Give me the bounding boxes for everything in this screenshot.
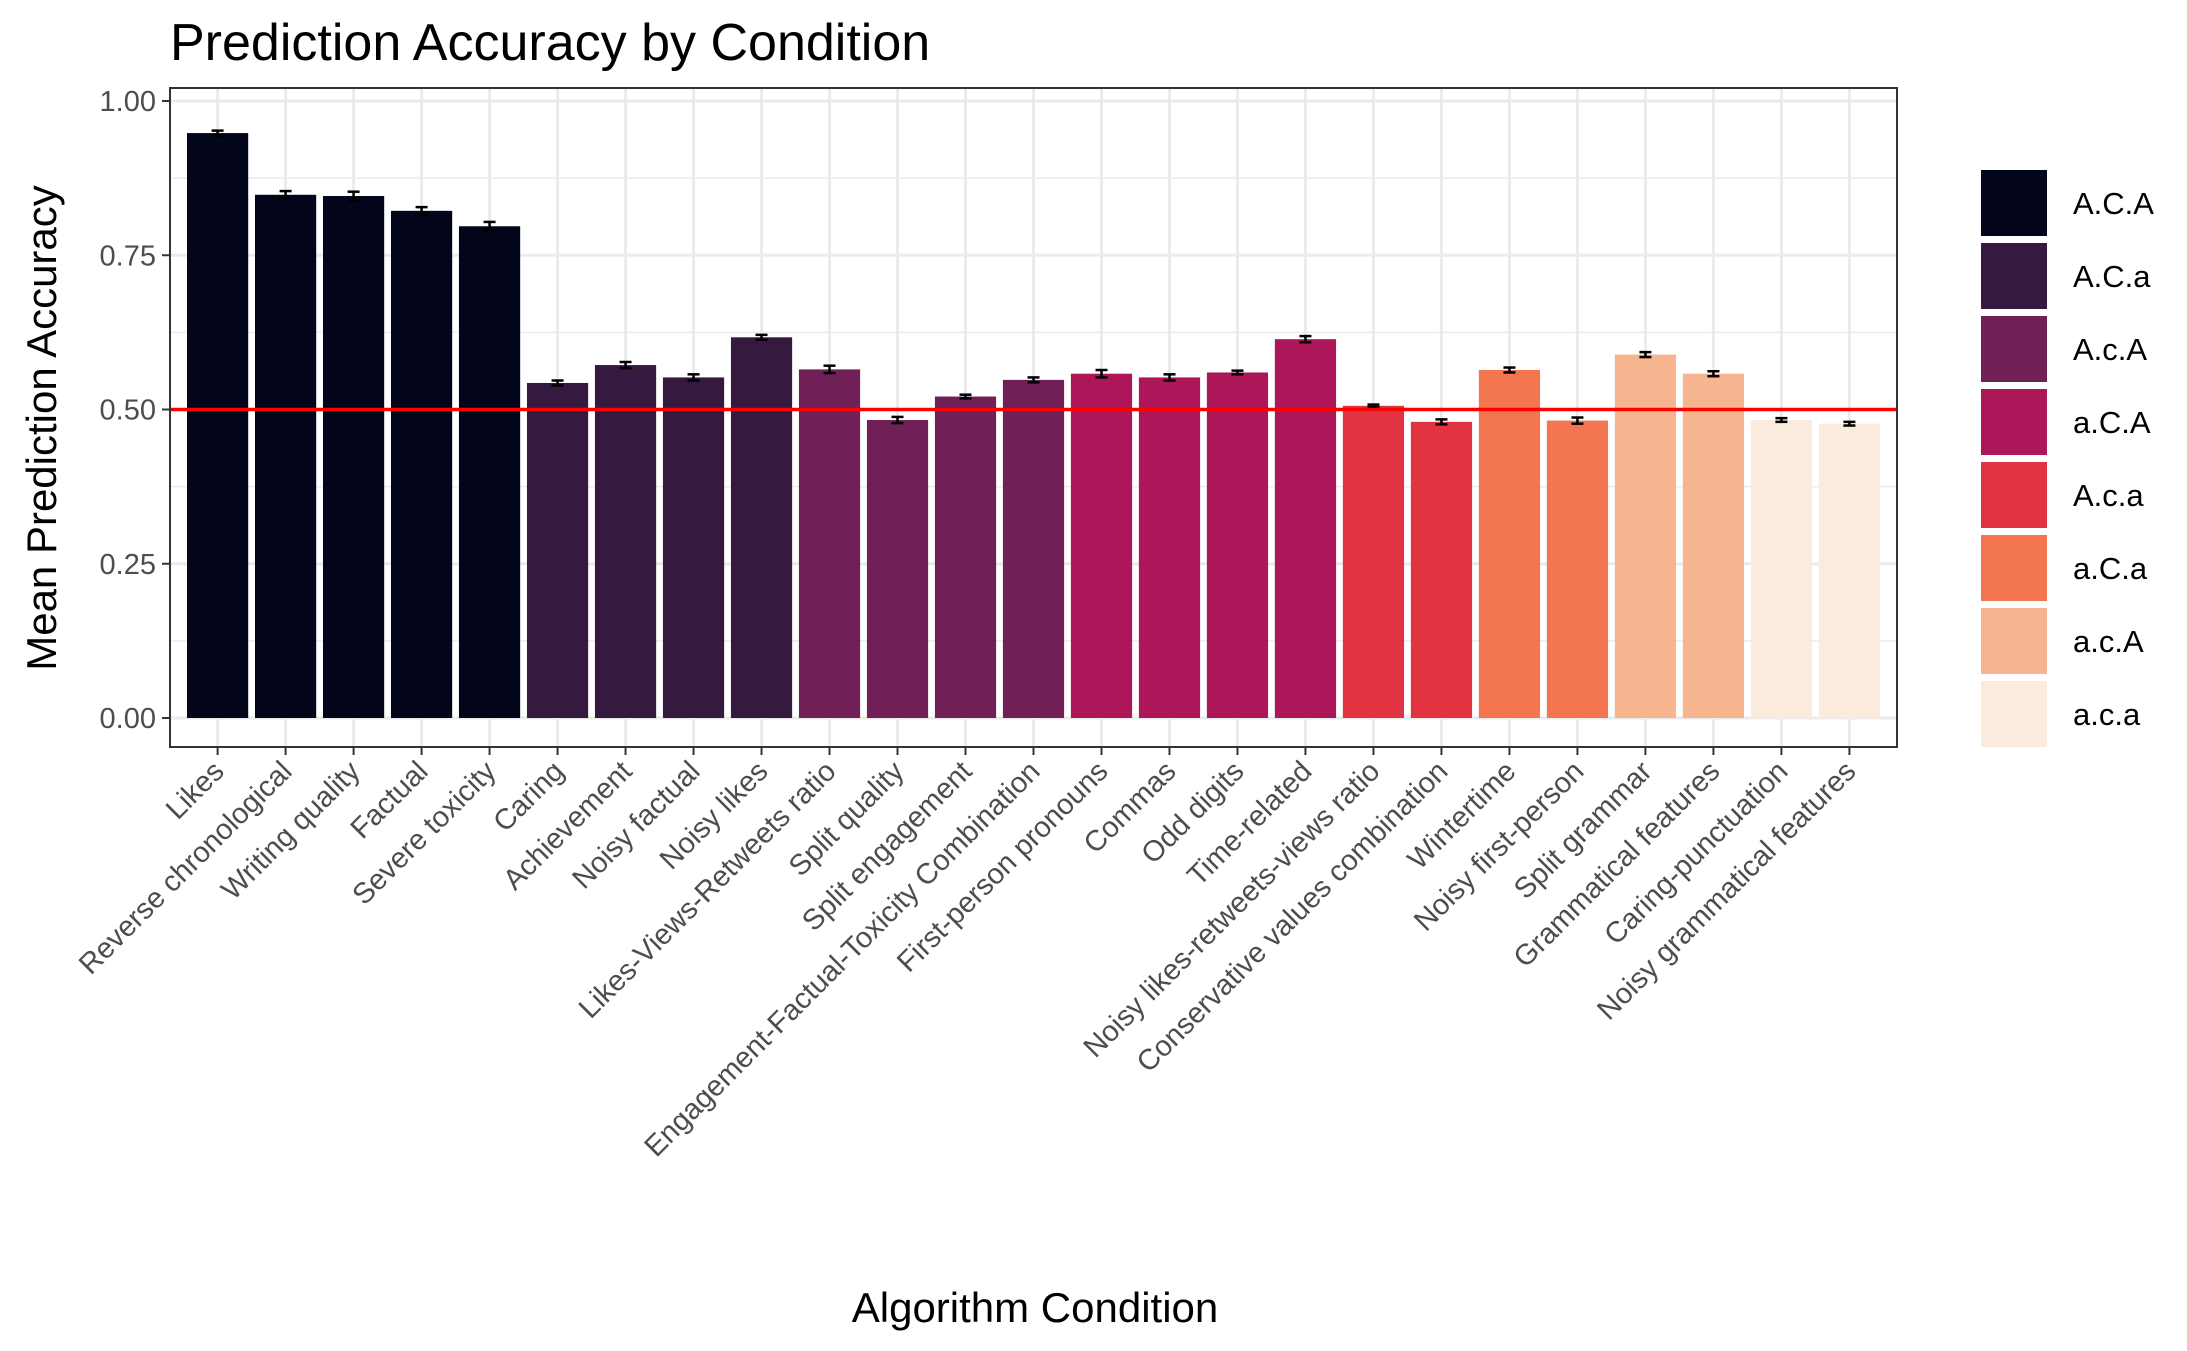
- legend-label: A.c.A: [2073, 332, 2147, 367]
- bar: [1750, 419, 1813, 718]
- legend-key: [1981, 535, 2047, 601]
- legend: A.C.A A.C.a A.c.A a.C.A A.c.a a.C.a a.c.A a.c.a: [1981, 170, 2154, 747]
- y-tick-label: 0.00: [100, 703, 156, 735]
- bar: [1070, 373, 1133, 718]
- bar: [1206, 372, 1269, 718]
- y-tick-label: 1.00: [100, 86, 156, 118]
- chart-title: Prediction Accuracy by Condition: [170, 14, 930, 72]
- legend-key: [1981, 243, 2047, 309]
- bar: [594, 365, 657, 718]
- bar: [934, 396, 997, 718]
- legend-label: a.C.A: [2073, 405, 2151, 440]
- y-axis: 0.00 0.25 0.50 0.75 1.00: [100, 86, 170, 735]
- legend-key: [1981, 389, 2047, 455]
- legend-label: A.C.A: [2073, 186, 2154, 221]
- bar: [866, 419, 929, 718]
- y-axis-title: Mean Prediction Accuracy: [18, 185, 65, 671]
- legend-key: [1981, 462, 2047, 528]
- bars: [186, 133, 1881, 719]
- x-axis-title: Algorithm Condition: [852, 1284, 1219, 1331]
- legend-label: a.C.a: [2073, 551, 2148, 586]
- bar: [1138, 377, 1201, 718]
- bar: [662, 377, 725, 718]
- bar: [1410, 421, 1473, 718]
- legend-key: [1981, 170, 2047, 236]
- legend-key: [1981, 608, 2047, 674]
- legend-key: [1981, 681, 2047, 747]
- legend-label: A.c.a: [2073, 478, 2144, 513]
- bar: [186, 133, 249, 719]
- y-tick-label: 0.25: [100, 549, 156, 581]
- bar: [1274, 339, 1337, 718]
- bar: [254, 194, 317, 718]
- error-bars: [211, 129, 1856, 427]
- bar: [458, 226, 521, 718]
- bar: [1002, 379, 1065, 718]
- bar: [730, 337, 793, 718]
- bar: [390, 210, 453, 719]
- bar: [322, 196, 385, 718]
- legend-label: A.C.a: [2073, 259, 2151, 294]
- y-tick-label: 0.50: [100, 395, 156, 427]
- y-tick-label: 0.75: [100, 240, 156, 272]
- bar: [1682, 373, 1745, 718]
- bar: [1818, 423, 1881, 718]
- bar: [1478, 370, 1541, 718]
- legend-key: [1981, 316, 2047, 382]
- bar: [526, 382, 589, 718]
- bar: [798, 369, 861, 718]
- bar: [1342, 405, 1405, 718]
- bar: [1546, 420, 1609, 718]
- bar: [1614, 354, 1677, 718]
- legend-label: a.c.A: [2073, 624, 2144, 659]
- legend-label: a.c.a: [2073, 697, 2141, 732]
